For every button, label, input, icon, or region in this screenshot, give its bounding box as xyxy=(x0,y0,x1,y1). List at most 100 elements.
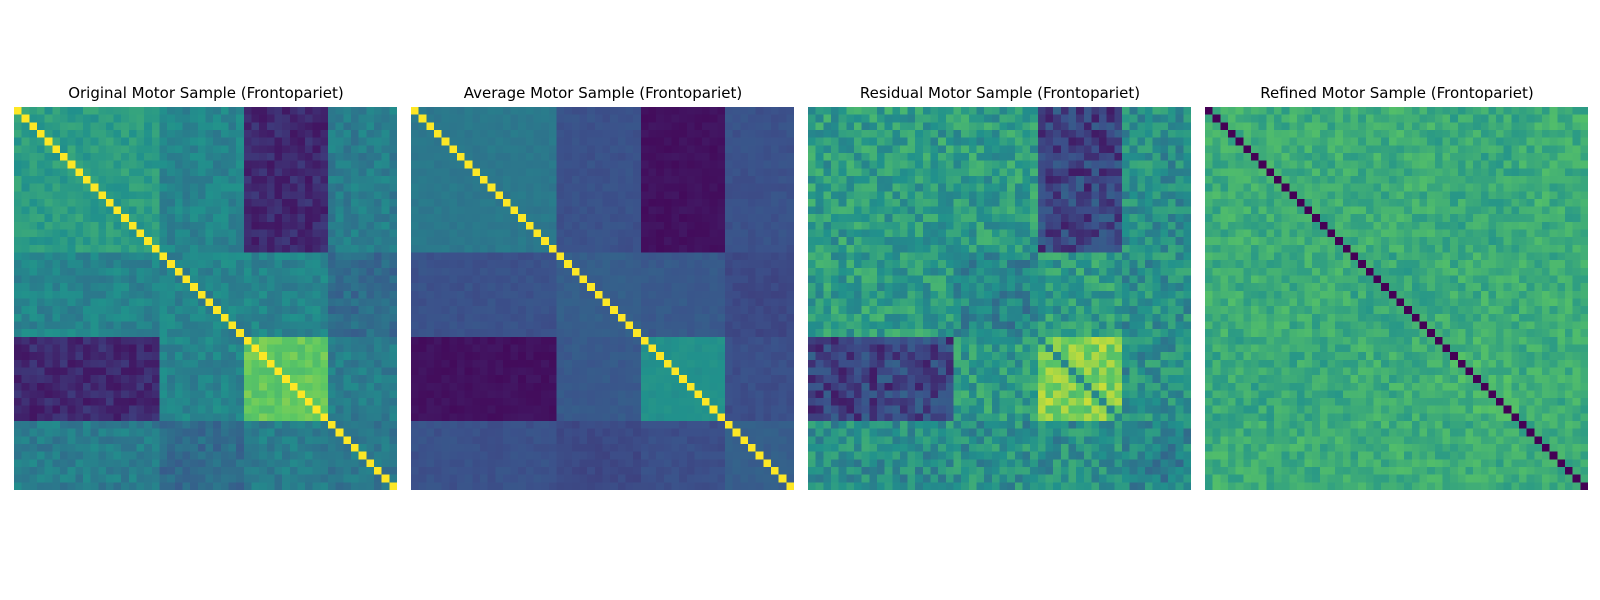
heatmap-cell xyxy=(679,321,687,330)
heatmap-cell xyxy=(717,183,726,192)
heatmap-cell xyxy=(320,290,329,299)
heatmap-cell xyxy=(182,482,191,490)
heatmap-cell xyxy=(358,398,367,406)
heatmap-cell xyxy=(602,474,611,483)
heatmap-cell xyxy=(686,129,695,138)
heatmap-cell xyxy=(786,405,794,414)
heatmap-cell xyxy=(579,198,588,207)
heatmap-cell xyxy=(548,398,557,406)
heatmap-cell xyxy=(21,298,30,307)
heatmap-cell xyxy=(418,290,427,299)
heatmap-cell xyxy=(633,175,641,184)
heatmap-cell xyxy=(75,283,83,291)
heatmap-cell xyxy=(433,191,442,199)
heatmap-cell xyxy=(14,214,22,222)
heatmap-cell xyxy=(709,129,718,138)
heatmap-cell xyxy=(533,359,542,368)
heatmap-cell xyxy=(220,313,229,322)
heatmap-cell xyxy=(648,183,657,192)
heatmap-cell xyxy=(159,451,168,460)
heatmap-cell xyxy=(266,367,275,376)
heatmap-cell xyxy=(113,344,122,353)
heatmap-cell xyxy=(679,229,687,238)
heatmap-cell xyxy=(709,229,718,238)
heatmap-cell xyxy=(335,306,344,314)
heatmap-cell xyxy=(748,421,756,429)
heatmap-cell xyxy=(786,306,794,314)
heatmap-cell xyxy=(671,168,680,176)
heatmap-cell xyxy=(456,275,465,284)
heatmap-cell xyxy=(725,398,733,406)
heatmap-cell xyxy=(14,459,22,468)
heatmap-cell xyxy=(433,313,442,322)
heatmap-cell xyxy=(136,137,145,146)
heatmap-cell xyxy=(433,183,442,192)
heatmap-cell xyxy=(374,298,382,307)
heatmap-cell xyxy=(251,191,260,199)
heatmap-cell xyxy=(144,359,152,368)
heatmap-cell xyxy=(548,344,557,353)
heatmap-cell xyxy=(487,482,496,490)
heatmap-cell xyxy=(556,474,565,483)
heatmap-cell xyxy=(29,214,37,222)
heatmap-cell xyxy=(128,444,137,452)
heatmap-cell xyxy=(610,275,618,284)
heatmap-cell xyxy=(518,229,526,238)
heatmap-cell xyxy=(159,107,168,115)
heatmap-cell xyxy=(136,336,145,345)
heatmap-cell xyxy=(456,206,465,215)
heatmap-cell xyxy=(510,260,519,268)
heatmap-cell xyxy=(472,237,480,245)
heatmap-cell xyxy=(105,183,114,192)
heatmap-cell xyxy=(82,336,91,345)
heatmap-cell xyxy=(213,183,221,192)
heatmap-cell xyxy=(510,129,519,138)
heatmap-cell xyxy=(205,352,214,360)
heatmap-cell xyxy=(44,444,53,452)
heatmap-cell xyxy=(525,428,534,437)
heatmap-cell xyxy=(748,352,756,360)
heatmap-cell xyxy=(282,382,290,391)
heatmap-cell xyxy=(648,382,657,391)
heatmap-cell xyxy=(67,329,76,337)
heatmap-cell xyxy=(228,405,237,414)
heatmap-cell xyxy=(541,198,549,207)
heatmap-cell xyxy=(625,398,634,406)
heatmap-cell xyxy=(98,214,106,222)
heatmap-cell xyxy=(472,275,480,284)
heatmap-cell xyxy=(533,421,542,429)
heatmap-cell xyxy=(725,221,733,230)
heatmap-cell xyxy=(167,359,175,368)
heatmap-cell xyxy=(297,114,306,123)
heatmap-cell xyxy=(105,482,114,490)
heatmap-cell xyxy=(525,214,534,222)
heatmap-cell xyxy=(771,382,779,391)
heatmap-cell xyxy=(433,444,442,452)
heatmap-cell xyxy=(297,221,306,230)
heatmap-cell xyxy=(113,382,122,391)
heatmap-cell xyxy=(44,183,53,192)
heatmap-cell xyxy=(441,474,450,483)
heatmap-cell xyxy=(197,474,206,483)
heatmap-cell xyxy=(487,129,496,138)
heatmap-cell xyxy=(228,329,237,337)
heatmap-cell xyxy=(328,221,336,230)
heatmap-cell xyxy=(610,298,618,307)
heatmap-cell xyxy=(98,129,106,138)
heatmap-cell xyxy=(464,336,473,345)
heatmap-cell xyxy=(740,482,749,490)
heatmap-cell xyxy=(59,191,68,199)
heatmap-cell xyxy=(487,344,496,353)
heatmap-cell xyxy=(343,175,352,184)
heatmap-cell xyxy=(105,352,114,360)
heatmap-cell xyxy=(694,467,703,475)
heatmap-cell xyxy=(679,375,687,383)
heatmap-cell xyxy=(587,375,595,383)
heatmap-cell xyxy=(594,175,603,184)
heatmap-cell xyxy=(351,413,359,422)
heatmap-cell xyxy=(495,191,503,199)
heatmap-cell xyxy=(190,398,198,406)
heatmap-cell xyxy=(174,275,183,284)
heatmap-cell xyxy=(190,413,198,422)
heatmap-cell xyxy=(564,321,572,330)
